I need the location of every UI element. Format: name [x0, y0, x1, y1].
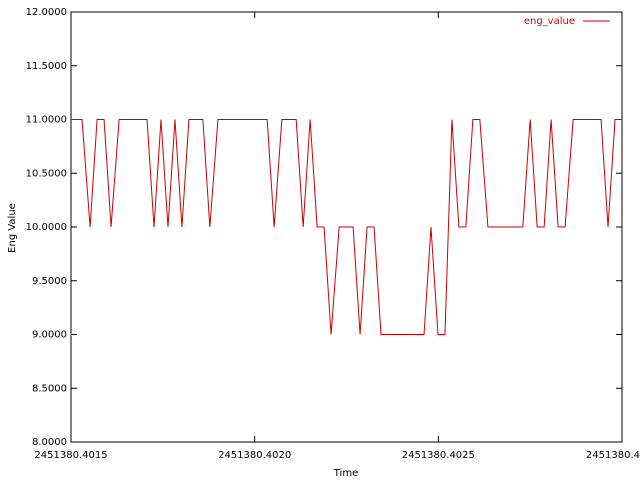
x-tick-label: 2451380.4 — [586, 450, 640, 461]
x-tick-label: 2451380.4015 — [34, 450, 107, 461]
data-line — [71, 119, 622, 335]
y-tick-label: 8.0000 — [32, 437, 67, 448]
y-tick-label: 12.0000 — [26, 7, 67, 18]
y-axis-label: Eng Value — [7, 203, 18, 253]
y-tick-label: 11.0000 — [26, 115, 67, 126]
x-tick-label: 2451380.4025 — [402, 450, 475, 461]
x-axis-label: Time — [333, 468, 358, 479]
legend-label: eng_value — [524, 16, 575, 27]
y-tick-label: 9.5000 — [32, 276, 67, 287]
y-tick-label: 10.0000 — [26, 222, 67, 233]
y-tick-label: 8.5000 — [32, 383, 67, 394]
x-tick-label: 2451380.4020 — [218, 450, 291, 461]
y-tick-label: 9.0000 — [32, 330, 67, 341]
plot-border — [70, 11, 623, 443]
y-tick-label: 10.5000 — [26, 168, 67, 179]
y-tick-label: 11.5000 — [26, 61, 67, 72]
